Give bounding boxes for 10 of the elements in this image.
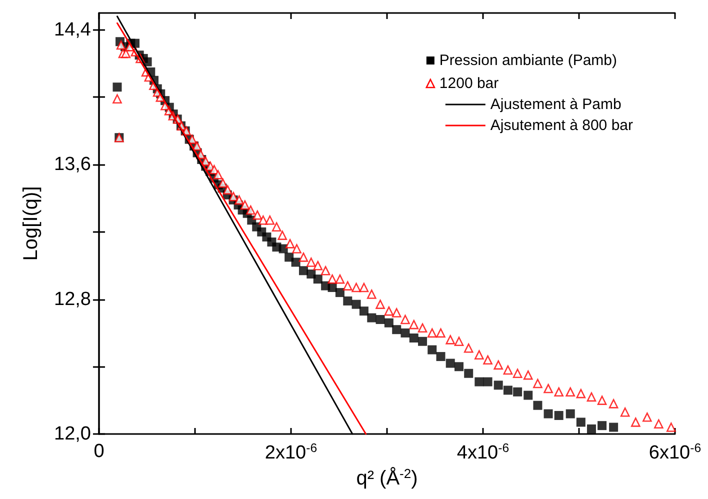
legend-label: Pression ambiante (Pamb) — [439, 52, 618, 69]
legend-label: Ajsutement à 800 bar — [490, 117, 634, 134]
x-tick-label: 0 — [94, 441, 104, 462]
y-tick-label: 12,8 — [54, 288, 91, 310]
y-tick-label: 13,6 — [54, 154, 91, 176]
y-tick-label: 14,4 — [54, 19, 92, 40]
y-axis-title: Log[I(q)] — [20, 186, 42, 261]
y-tick-label: 12,0 — [54, 424, 91, 444]
legend-label: 1200 bar — [439, 75, 499, 92]
legend-label: Ajustement à Pamb — [490, 96, 622, 113]
